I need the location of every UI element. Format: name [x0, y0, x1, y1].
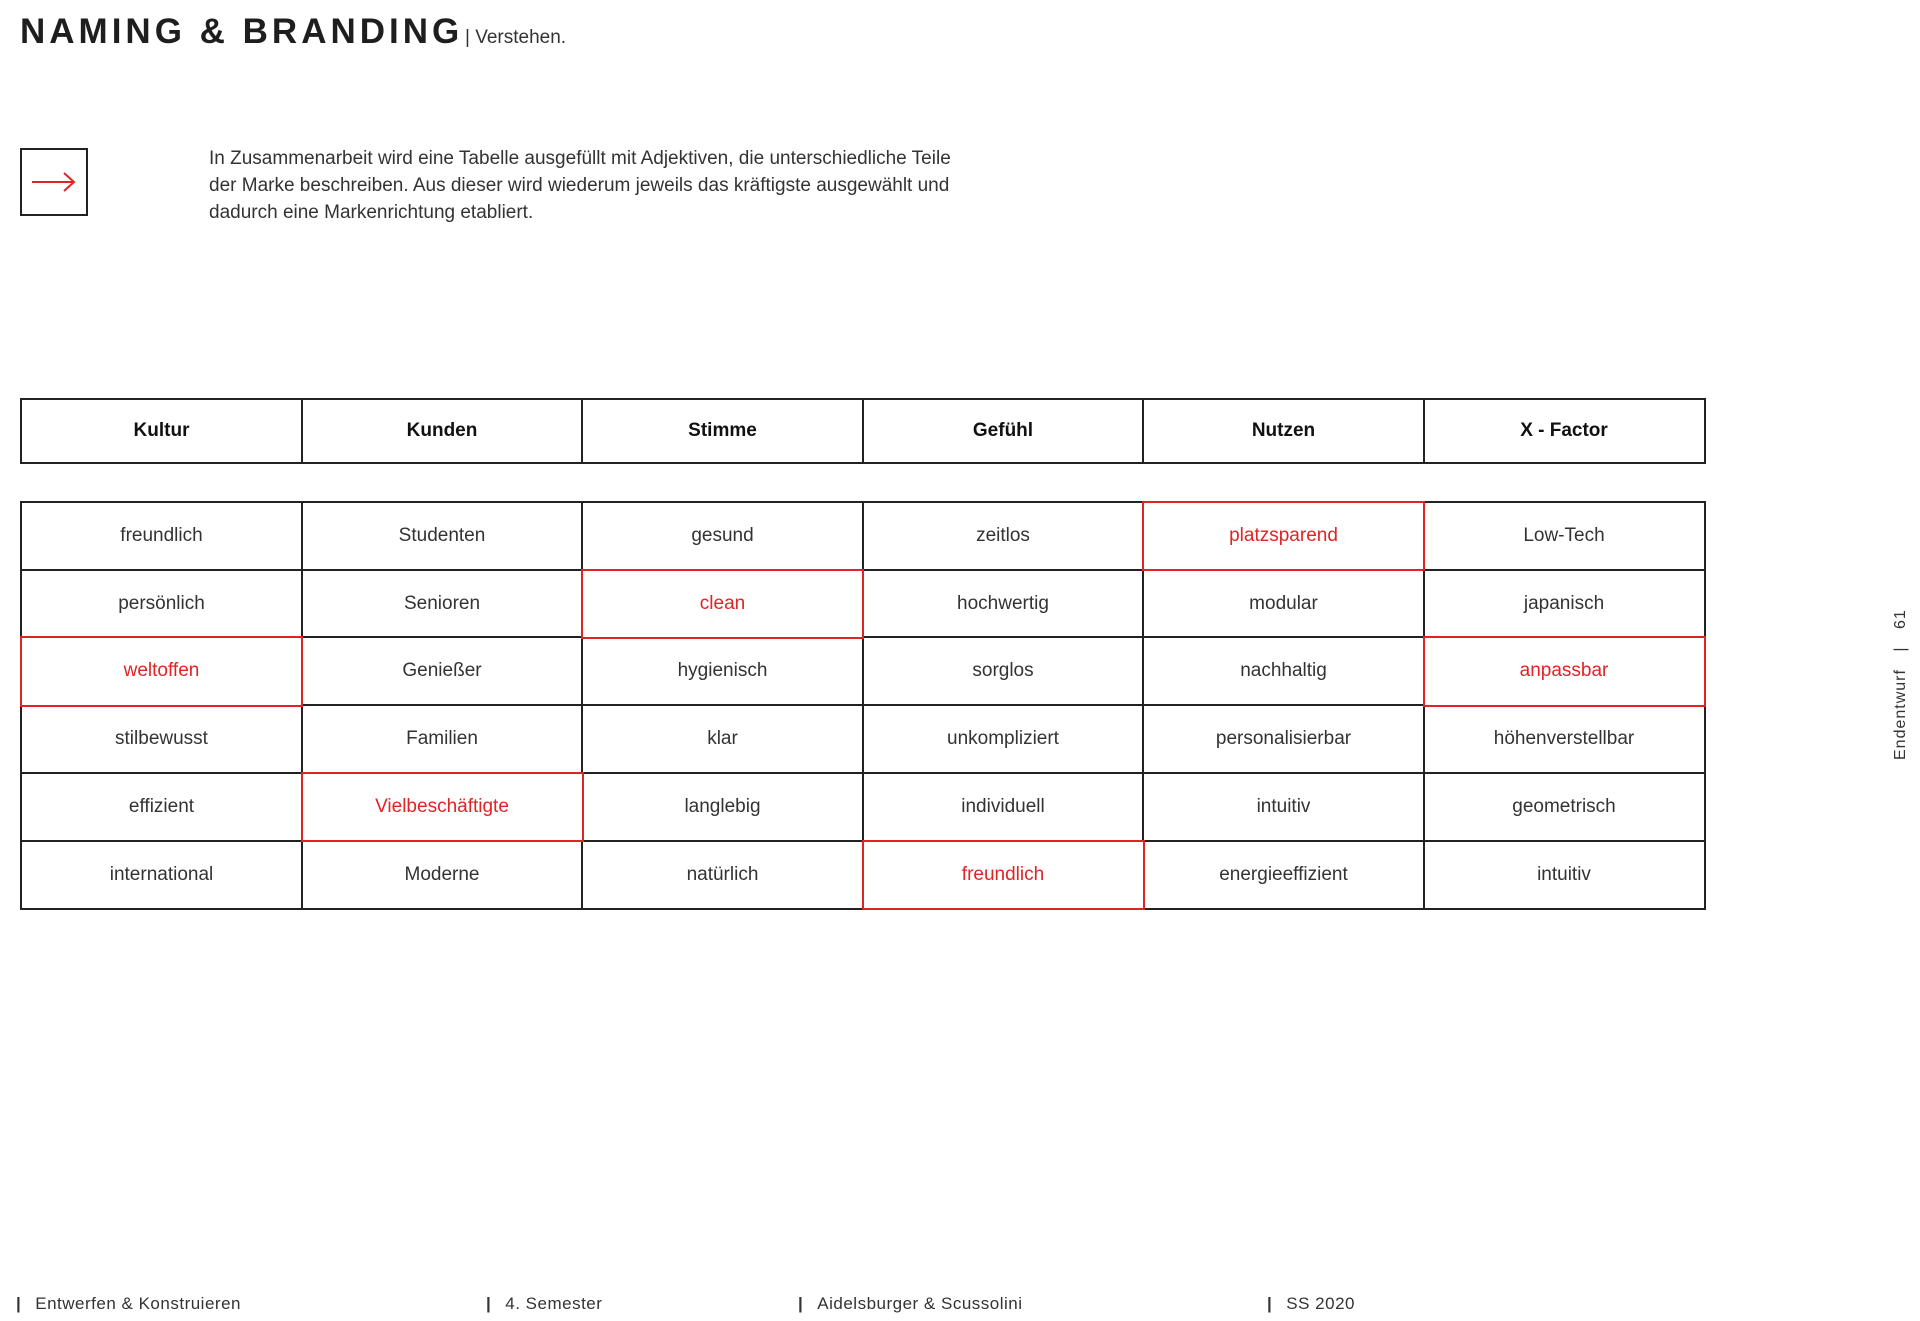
- table-cell: Familien: [300, 704, 584, 775]
- table-cell: höhenverstellbar: [1422, 704, 1706, 775]
- table-cell: effizient: [20, 771, 303, 842]
- footer-bar: |: [1267, 1294, 1273, 1313]
- table-cell: hygienisch: [581, 636, 864, 707]
- table-cell: Moderne: [300, 839, 584, 910]
- table-cell: personalisierbar: [1142, 704, 1425, 775]
- table-cell-selected: anpassbar: [1422, 636, 1706, 707]
- arrow-right-icon: [32, 172, 76, 192]
- footer-label: SS 2020: [1286, 1294, 1355, 1313]
- separator: |: [1892, 646, 1909, 652]
- table-cell-selected: platzsparend: [1142, 501, 1425, 572]
- table-cell: Studenten: [300, 501, 584, 572]
- table-cell-selected: freundlich: [861, 839, 1145, 910]
- column-header: Stimme: [581, 398, 864, 464]
- table-cell: hochwertig: [861, 568, 1145, 639]
- table-cell: zeitlos: [861, 501, 1145, 572]
- table-cell-selected: Vielbeschäftigte: [300, 771, 584, 842]
- table-cell: langlebig: [581, 771, 864, 842]
- table-cell: sorglos: [861, 636, 1145, 707]
- table-cell: klar: [581, 704, 864, 775]
- footer-semester: | 4. Semester: [486, 1294, 602, 1314]
- side-page-label: Endentwurf | 61: [1892, 609, 1910, 760]
- table-cell: persönlich: [20, 568, 303, 639]
- table-cell: intuitiv: [1142, 771, 1425, 842]
- footer-bar: |: [798, 1294, 804, 1313]
- footer-course: | Entwerfen & Konstruieren: [16, 1294, 241, 1314]
- table-cell: geometrisch: [1422, 771, 1706, 842]
- table-cell: freundlich: [20, 501, 303, 572]
- table-cell: international: [20, 839, 303, 910]
- table-cell: individuell: [861, 771, 1145, 842]
- column-header: Kunden: [300, 398, 584, 464]
- table-cell: energieeffizient: [1142, 839, 1425, 910]
- footer-authors: | Aidelsburger & Scussolini: [798, 1294, 1023, 1314]
- footer-term: | SS 2020: [1267, 1294, 1355, 1314]
- section-name: Endentwurf: [1892, 669, 1909, 760]
- page-title: NAMING & BRANDING: [20, 12, 464, 51]
- column-header: X - Factor: [1422, 398, 1706, 464]
- footer-label: 4. Semester: [505, 1294, 603, 1313]
- table-cell: modular: [1142, 568, 1425, 639]
- table-cell-selected: weltoffen: [20, 636, 303, 707]
- column-header: Kultur: [20, 398, 303, 464]
- footer-bar: |: [486, 1294, 492, 1313]
- intro-text: In Zusammenarbeit wird eine Tabelle ausg…: [209, 148, 951, 223]
- table-cell: Genießer: [300, 636, 584, 707]
- table-cell: stilbewusst: [20, 704, 303, 775]
- column-header: Nutzen: [1142, 398, 1425, 464]
- footer-label: Entwerfen & Konstruieren: [35, 1294, 241, 1313]
- arrow-box: [20, 148, 88, 216]
- table-cell: Senioren: [300, 568, 584, 639]
- page-number: 61: [1892, 609, 1909, 629]
- table-cell: gesund: [581, 501, 864, 572]
- table-cell: Low-Tech: [1422, 501, 1706, 572]
- table-cell-selected: clean: [581, 568, 864, 639]
- table-cell: unkompliziert: [861, 704, 1145, 775]
- footer-label: Aidelsburger & Scussolini: [817, 1294, 1023, 1313]
- page-subtitle: | Verstehen.: [465, 27, 567, 48]
- footer-bar: |: [16, 1294, 22, 1313]
- table-cell: japanisch: [1422, 568, 1706, 639]
- column-header: Gefühl: [861, 398, 1145, 464]
- table-cell: nachhaltig: [1142, 636, 1425, 707]
- table-cell: natürlich: [581, 839, 864, 910]
- table-cell: intuitiv: [1422, 839, 1706, 910]
